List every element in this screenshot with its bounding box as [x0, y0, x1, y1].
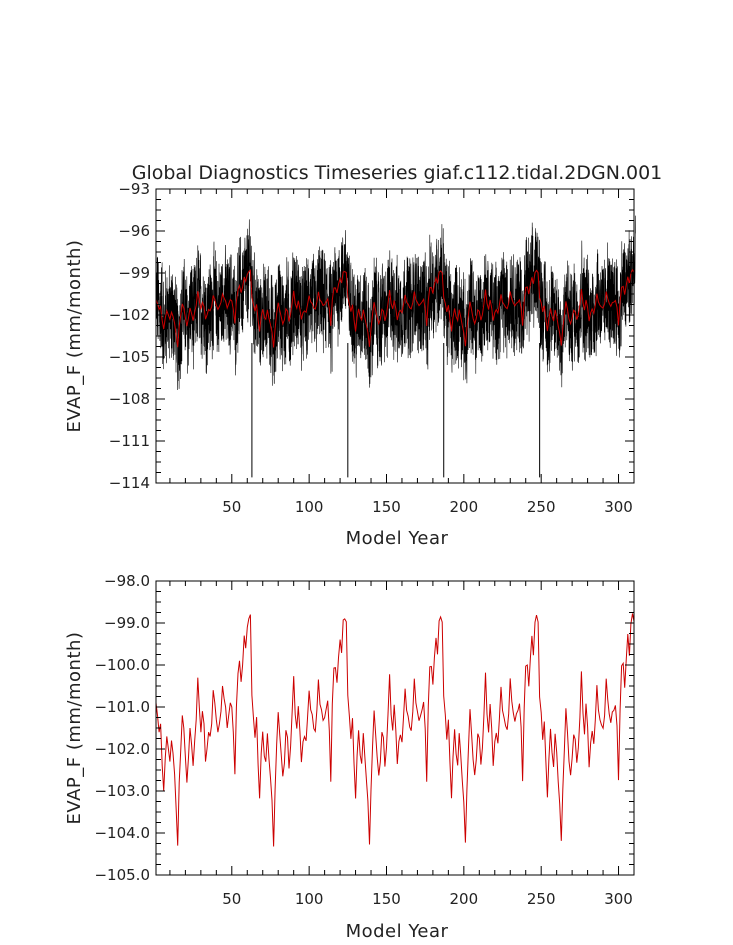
annual-mean-series-line — [155, 613, 635, 847]
top-x-axis-label: Model Year — [346, 528, 449, 549]
y-tick-label: −98.0 — [104, 572, 150, 590]
x-tick-label: 250 — [527, 498, 556, 516]
x-tick-label: 250 — [527, 890, 556, 908]
bottom-x-axis-label: Model Year — [346, 921, 449, 942]
x-tick-label: 50 — [222, 890, 241, 908]
chart-title: Global Diagnostics Timeseries giaf.c112.… — [132, 162, 663, 184]
bottom-y-axis-label: EVAP_F (mm/month) — [64, 632, 85, 825]
x-tick-label: 100 — [295, 890, 324, 908]
x-tick-label: 150 — [372, 498, 401, 516]
y-tick-label: −105.0 — [94, 866, 150, 884]
x-tick-label: 50 — [222, 498, 241, 516]
annual-mean-series-line — [155, 268, 635, 348]
y-tick-label: −104.0 — [94, 824, 150, 842]
y-tick-label: −108 — [109, 390, 150, 408]
y-tick-label: −105 — [109, 348, 150, 366]
y-tick-label: −101.0 — [94, 698, 150, 716]
bottom-axis-ticks — [156, 580, 635, 876]
top-chart: 50 100 150 200 250 300 −93−96−99−102−105−108−… — [64, 180, 636, 549]
y-tick-label: −111 — [109, 432, 150, 450]
y-tick-label: −114 — [109, 474, 150, 492]
top-plot-area — [155, 215, 636, 478]
bottom-chart: 50 100 150 200 250 300 −98.0 −99.0 −100.0 −101.0… — [64, 572, 635, 942]
top-y-tick-labels: −93 −96 −99 −102 −105 −108 −111 −114 — [109, 180, 150, 492]
y-tick-label: −93 — [118, 180, 150, 198]
y-tick-label: −99.0 — [104, 614, 150, 632]
y-tick-label: −99 — [118, 264, 150, 282]
top-x-tick-labels: 50 100 150 200 250 300 — [222, 498, 633, 516]
x-tick-label: 200 — [450, 890, 479, 908]
y-tick-label: −102 — [109, 306, 150, 324]
bottom-x-tick-labels: 50 100 150 200 250 300 — [222, 890, 633, 908]
x-tick-label: 200 — [450, 498, 479, 516]
bottom-plot-area — [155, 613, 635, 847]
monthly-series-line — [155, 215, 636, 391]
bottom-y-tick-labels: −98.0 −99.0 −100.0 −101.0 −102.0 −103.0 −104.0… — [94, 572, 150, 884]
x-tick-label: 150 — [372, 890, 401, 908]
x-tick-label: 300 — [604, 498, 633, 516]
y-tick-label: −102.0 — [94, 740, 150, 758]
x-tick-label: 100 — [295, 498, 324, 516]
y-tick-label: −103.0 — [94, 782, 150, 800]
top-y-axis-label: EVAP_F (mm/month) — [64, 240, 85, 433]
y-tick-label: −100.0 — [94, 656, 150, 674]
top-axis-ticks — [156, 188, 635, 484]
x-tick-label: 300 — [604, 890, 633, 908]
y-tick-label: −96 — [118, 222, 150, 240]
